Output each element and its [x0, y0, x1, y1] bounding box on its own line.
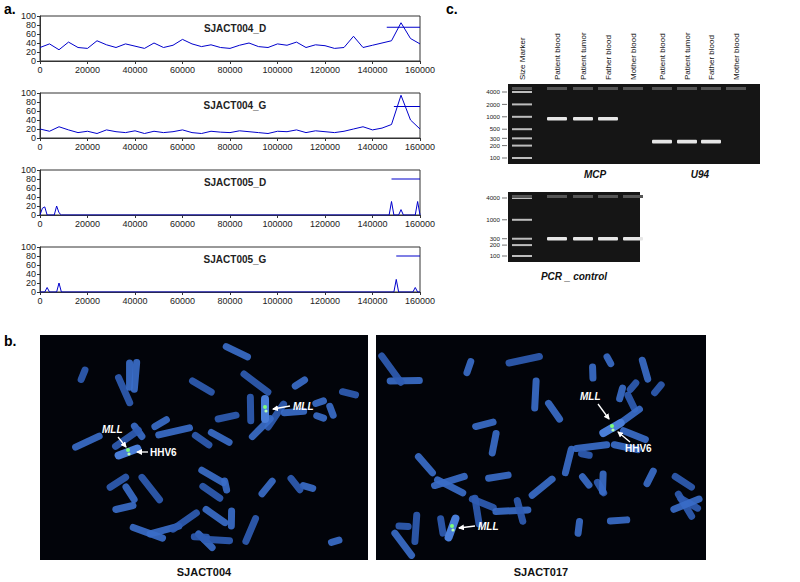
svg-text:SJACT004_G: SJACT004_G — [204, 100, 267, 111]
svg-text:160000: 160000 — [405, 65, 435, 75]
svg-text:Mother blood: Mother blood — [732, 33, 741, 80]
svg-text:40000: 40000 — [122, 65, 147, 75]
svg-text:Father blood: Father blood — [604, 35, 613, 80]
svg-text:140000: 140000 — [357, 219, 387, 229]
svg-text:120000: 120000 — [310, 65, 340, 75]
svg-text:20: 20 — [26, 201, 36, 211]
svg-text:40000: 40000 — [122, 296, 147, 306]
svg-text:200: 200 — [490, 142, 501, 149]
svg-text:60000: 60000 — [170, 142, 195, 152]
svg-text:b.: b. — [4, 333, 16, 349]
svg-text:40000: 40000 — [122, 219, 147, 229]
svg-text:4000: 4000 — [486, 194, 500, 201]
svg-text:Patient tumor: Patient tumor — [579, 32, 588, 80]
svg-text:80: 80 — [26, 251, 36, 261]
svg-text:20000: 20000 — [75, 142, 100, 152]
svg-text:a.: a. — [4, 1, 16, 17]
svg-text:100: 100 — [21, 165, 36, 175]
svg-text:20000: 20000 — [75, 296, 100, 306]
svg-text:20000: 20000 — [75, 219, 100, 229]
svg-text:160000: 160000 — [405, 296, 435, 306]
svg-text:60: 60 — [26, 260, 36, 270]
svg-text:0: 0 — [31, 210, 36, 220]
svg-text:1000: 1000 — [486, 113, 500, 120]
svg-text:120000: 120000 — [310, 219, 340, 229]
svg-text:SJACT005_G: SJACT005_G — [204, 254, 267, 265]
svg-text:40: 40 — [26, 115, 36, 125]
svg-text:100: 100 — [490, 252, 501, 259]
svg-text:HHV6: HHV6 — [625, 443, 652, 454]
svg-text:100000: 100000 — [262, 219, 292, 229]
svg-text:140000: 140000 — [357, 142, 387, 152]
svg-text:c.: c. — [446, 1, 458, 17]
svg-text:160000: 160000 — [405, 219, 435, 229]
svg-text:40: 40 — [26, 38, 36, 48]
svg-text:0: 0 — [37, 296, 42, 306]
svg-text:MLL: MLL — [293, 401, 314, 412]
svg-text:120000: 120000 — [310, 142, 340, 152]
svg-text:60000: 60000 — [170, 296, 195, 306]
svg-text:80000: 80000 — [217, 142, 242, 152]
svg-text:SJACT004: SJACT004 — [177, 566, 232, 578]
svg-text:100000: 100000 — [262, 65, 292, 75]
svg-text:60000: 60000 — [170, 219, 195, 229]
svg-text:140000: 140000 — [357, 65, 387, 75]
svg-text:PCR _ control: PCR _ control — [541, 271, 607, 282]
svg-text:100: 100 — [21, 11, 36, 21]
svg-text:4000: 4000 — [486, 88, 500, 95]
svg-text:60000: 60000 — [170, 65, 195, 75]
svg-text:0: 0 — [31, 133, 36, 143]
svg-text:MLL: MLL — [102, 424, 123, 435]
svg-text:SJACT005_D: SJACT005_D — [204, 177, 266, 188]
svg-text:0: 0 — [31, 287, 36, 297]
svg-text:SJACT017: SJACT017 — [514, 566, 568, 578]
svg-text:Size Marker: Size Marker — [518, 37, 527, 80]
svg-text:100: 100 — [21, 242, 36, 252]
svg-text:80000: 80000 — [217, 219, 242, 229]
svg-text:100000: 100000 — [262, 142, 292, 152]
svg-text:80000: 80000 — [217, 296, 242, 306]
svg-text:120000: 120000 — [310, 296, 340, 306]
svg-text:MCP: MCP — [584, 169, 607, 180]
svg-text:U94: U94 — [691, 169, 710, 180]
svg-text:0: 0 — [37, 65, 42, 75]
svg-text:Patient blood: Patient blood — [658, 33, 667, 80]
svg-text:0: 0 — [37, 219, 42, 229]
svg-text:Patient blood: Patient blood — [553, 33, 562, 80]
svg-text:100: 100 — [21, 88, 36, 98]
svg-text:60: 60 — [26, 29, 36, 39]
svg-text:1000: 1000 — [486, 216, 500, 223]
svg-text:SJACT004_D: SJACT004_D — [204, 23, 266, 34]
svg-text:140000: 140000 — [357, 296, 387, 306]
svg-text:160000: 160000 — [405, 142, 435, 152]
svg-text:80000: 80000 — [217, 65, 242, 75]
svg-text:300: 300 — [489, 234, 500, 242]
svg-text:20: 20 — [26, 124, 36, 134]
svg-text:0: 0 — [37, 142, 42, 152]
svg-text:300: 300 — [490, 135, 501, 142]
svg-text:MLL: MLL — [580, 391, 601, 402]
svg-text:Patient tumor: Patient tumor — [683, 32, 692, 80]
svg-text:Father blood: Father blood — [707, 35, 716, 80]
svg-text:40000: 40000 — [122, 142, 147, 152]
svg-text:2000: 2000 — [486, 101, 500, 108]
svg-text:20: 20 — [26, 278, 36, 288]
svg-text:100: 100 — [490, 154, 501, 161]
svg-text:Mother blood: Mother blood — [629, 33, 638, 80]
svg-text:80: 80 — [26, 174, 36, 184]
svg-text:20000: 20000 — [75, 65, 100, 75]
svg-text:20: 20 — [26, 47, 36, 57]
svg-text:MLL: MLL — [478, 521, 499, 532]
svg-text:40: 40 — [26, 269, 36, 279]
svg-text:80: 80 — [26, 97, 36, 107]
svg-text:60: 60 — [26, 106, 36, 116]
svg-text:80: 80 — [26, 20, 36, 30]
svg-text:HHV6: HHV6 — [150, 447, 177, 458]
svg-text:0: 0 — [31, 56, 36, 66]
svg-text:100000: 100000 — [262, 296, 292, 306]
svg-text:200: 200 — [490, 241, 501, 248]
svg-text:500: 500 — [490, 125, 501, 132]
svg-text:60: 60 — [26, 183, 36, 193]
svg-text:40: 40 — [26, 192, 36, 202]
